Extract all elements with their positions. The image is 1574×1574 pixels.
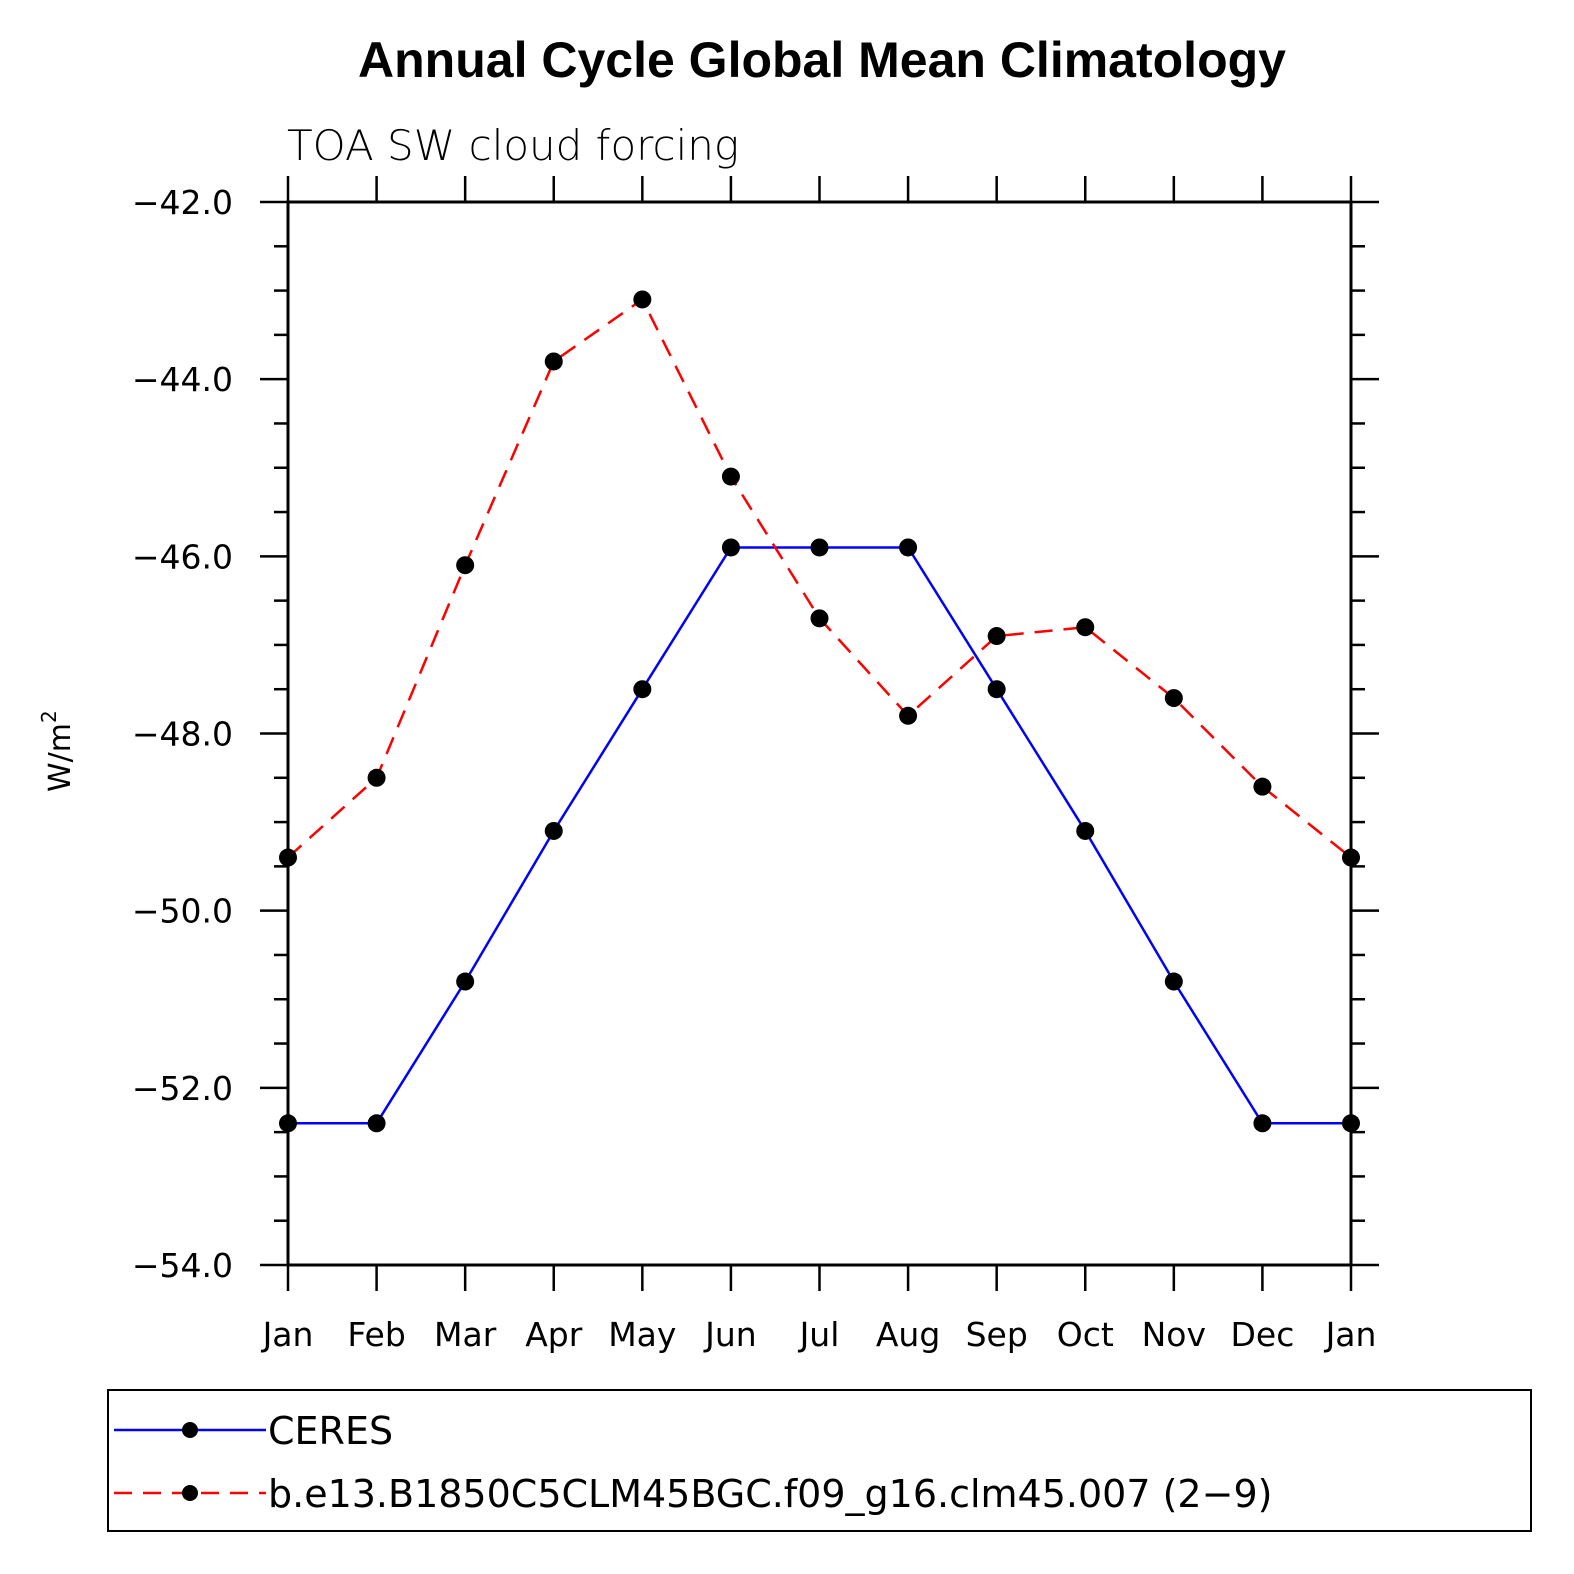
series-0-point — [456, 972, 475, 991]
series-0-point — [987, 680, 1006, 699]
series-0-point — [1253, 1114, 1272, 1133]
y-tick-label: −42.0 — [132, 183, 233, 222]
ticks-layer — [260, 176, 1379, 1291]
legend-marker-ceres — [182, 1422, 198, 1438]
chart-subtitle: TOA SW cloud forcing — [287, 121, 739, 170]
series-0-point — [810, 538, 829, 557]
series-1-point — [1076, 618, 1095, 637]
series-0-point — [721, 538, 740, 557]
x-tick-label: Mar — [434, 1315, 497, 1354]
y-tick-label: −52.0 — [132, 1069, 233, 1108]
series-line-1 — [287, 297, 1352, 859]
series-1-point — [1164, 689, 1183, 708]
x-tick-label: May — [608, 1315, 676, 1354]
y-tick-label: −50.0 — [132, 892, 233, 931]
series-1-point — [899, 706, 918, 725]
y-axis-label: W/m2 — [37, 710, 78, 792]
series-1-point — [810, 609, 829, 628]
series-1-point — [633, 290, 652, 309]
y-axis-label-base: W/m — [43, 723, 78, 792]
x-tick-label: Feb — [347, 1315, 405, 1354]
legend-label-ceres: CERES — [268, 1409, 393, 1453]
x-tick-label: Oct — [1057, 1315, 1114, 1354]
x-tick-label: Jun — [703, 1315, 757, 1354]
legend-box — [107, 1389, 1532, 1532]
y-tick-label: −44.0 — [132, 360, 233, 399]
plot-frame — [286, 200, 1353, 1267]
series-line-0 — [288, 546, 1351, 1125]
y-tick-label: −48.0 — [132, 715, 233, 754]
series-1-point — [721, 467, 740, 486]
series-0-point — [1076, 821, 1095, 840]
series-layer — [279, 290, 1360, 1133]
x-tick-label: Nov — [1142, 1315, 1206, 1354]
series-1-point — [456, 556, 475, 575]
series-0-point — [899, 538, 918, 557]
series-0-point — [1164, 972, 1183, 991]
series-1-point — [987, 627, 1006, 646]
series-1-point — [544, 352, 563, 371]
x-tick-label: Sep — [966, 1315, 1028, 1354]
series-1-point — [1253, 777, 1272, 796]
x-tick-label: Jan — [261, 1315, 314, 1354]
x-tick-label: Dec — [1230, 1315, 1294, 1354]
y-axis-label-exponent: 2 — [37, 710, 61, 723]
legend: CERES b.e13.B1850C5CLM45BGC.f09_g16.clm4… — [107, 1389, 1532, 1532]
legend-label-model: b.e13.B1850C5CLM45BGC.f09_g16.clm45.007 … — [268, 1472, 1272, 1516]
chart-title: Annual Cycle Global Mean Climatology — [358, 32, 1286, 88]
labels-layer: −42.0 −44.0 −46.0 −48.0 −50.0 −52.0 −54.0 Jan Fe… — [132, 183, 1377, 1354]
legend-marker-model — [182, 1485, 198, 1501]
series-0-point — [367, 1114, 386, 1133]
x-tick-label: Apr — [525, 1315, 583, 1354]
y-tick-label: −54.0 — [132, 1246, 233, 1285]
series-1-point — [367, 768, 386, 787]
series-0-point — [544, 821, 563, 840]
x-tick-label: Aug — [876, 1315, 940, 1354]
x-tick-label: Jul — [798, 1315, 840, 1354]
x-tick-label: Jan — [1324, 1315, 1377, 1354]
y-tick-label: −46.0 — [132, 537, 233, 576]
series-0-point — [633, 680, 652, 699]
